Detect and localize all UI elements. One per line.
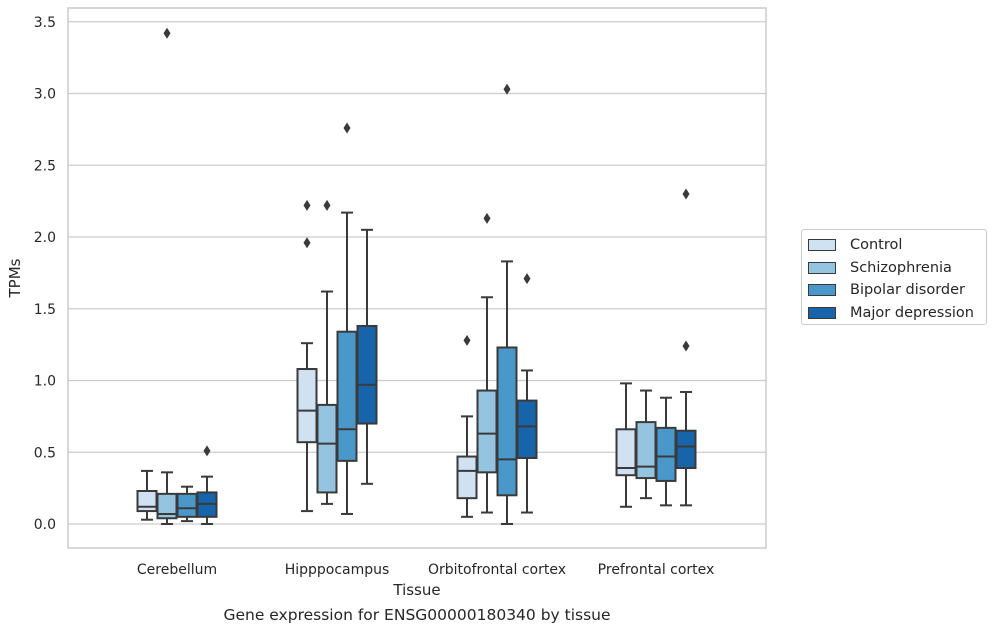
- legend-swatch: [808, 284, 836, 296]
- box-plot: [655, 396, 677, 507]
- box-plot: [316, 199, 338, 505]
- y-tick-label: 2.0: [34, 230, 56, 246]
- y-tick-label: 0.5: [34, 445, 56, 461]
- box: [496, 346, 518, 497]
- legend-swatch: [808, 239, 836, 251]
- box: [635, 421, 657, 480]
- box-plot: [476, 212, 498, 514]
- box-plot: [496, 83, 518, 525]
- x-tick-label: Cerebellum: [137, 562, 217, 578]
- box-plot: [516, 273, 538, 514]
- box: [476, 389, 498, 474]
- box: [655, 426, 677, 482]
- box-plot: [136, 469, 158, 521]
- box: [456, 455, 478, 500]
- box-plot: [176, 485, 198, 523]
- outlier-point: [303, 199, 311, 211]
- legend-label: Bipolar disorder: [850, 282, 965, 298]
- outlier-point: [523, 273, 531, 285]
- outlier-point: [463, 334, 471, 346]
- box-plot: [156, 27, 178, 525]
- box-plot: [675, 188, 697, 507]
- legend-item: Schizophrenia: [808, 259, 952, 277]
- gridlines: [68, 21, 766, 525]
- plot-frame: [67, 7, 767, 549]
- outlier-point: [483, 212, 491, 224]
- box: [356, 324, 378, 425]
- y-tick-label: 1.0: [34, 374, 56, 390]
- box-plot: [356, 228, 378, 485]
- y-tick-label: 2.5: [34, 158, 56, 174]
- outlier-point: [323, 199, 331, 211]
- box: [296, 368, 318, 444]
- box: [176, 492, 198, 518]
- outlier-point: [682, 188, 690, 200]
- outlier-point: [303, 237, 311, 249]
- box-plot: [336, 122, 358, 515]
- legend-label: Schizophrenia: [850, 259, 952, 276]
- legend-label: Control: [850, 237, 903, 253]
- y-axis-label: TPMs: [6, 258, 24, 298]
- box-plot: [635, 389, 657, 500]
- legend-item: Bipolar disorder: [808, 281, 965, 299]
- legend-item: Major depression: [808, 304, 974, 322]
- legend-swatch: [808, 306, 836, 319]
- x-tick-label: Prefrontal cortex: [598, 562, 715, 578]
- legend-swatch: [808, 261, 836, 274]
- legend-item: Control: [808, 236, 902, 254]
- outlier-point: [682, 340, 690, 352]
- x-tick-label: Hipppocampus: [285, 562, 390, 578]
- box-plot: [196, 445, 218, 525]
- box-plot: [456, 334, 478, 518]
- box: [675, 429, 697, 470]
- chart-caption: Gene expression for ENSG00000180340 by t…: [223, 606, 611, 624]
- legend-label: Major depression: [850, 304, 974, 321]
- legend: Control Schizophrenia Bipolar disorder Majo…: [801, 229, 987, 325]
- box-plot: [615, 382, 637, 508]
- x-tick-labels: Cerebellum Hipppocampus Orbitofrontal cort…: [137, 562, 714, 578]
- x-axis-label: Tissue: [392, 581, 440, 599]
- box: [336, 330, 358, 462]
- x-tick-label: Orbitofrontal cortex: [428, 562, 566, 578]
- outlier-point: [343, 122, 351, 134]
- box: [136, 489, 158, 513]
- y-tick-label: 3.5: [34, 15, 56, 31]
- y-tick-label: 1.5: [34, 302, 56, 318]
- box-plots: [136, 27, 697, 525]
- box: [316, 403, 338, 494]
- box-plot: [296, 199, 318, 513]
- outlier-point: [163, 27, 171, 39]
- y-tick-labels: 0.0 0.5 1.0 1.5 2.0 2.5 3.0 3.5: [34, 15, 56, 533]
- box: [516, 399, 538, 459]
- outlier-point: [503, 83, 511, 95]
- y-tick-label: 3.0: [34, 87, 56, 103]
- y-tick-label: 0.0: [34, 517, 56, 533]
- outlier-point: [203, 445, 211, 457]
